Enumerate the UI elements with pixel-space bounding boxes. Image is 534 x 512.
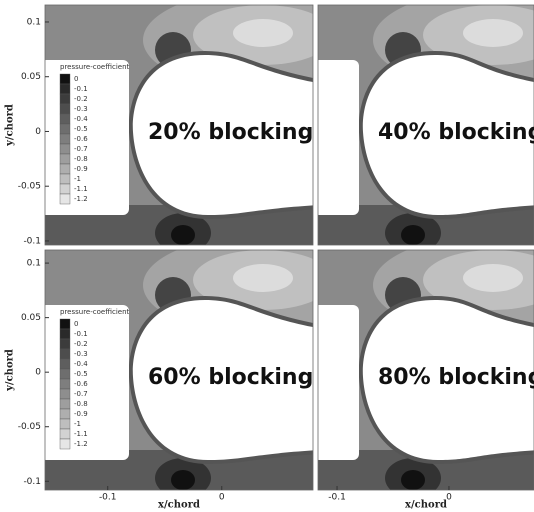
legend-label: -1 <box>74 420 81 428</box>
contour-band <box>463 19 523 47</box>
legend-label: -0.6 <box>74 135 88 143</box>
legend-swatch <box>60 369 70 379</box>
legend-swatch <box>60 319 70 329</box>
y-tick-label: -0.1 <box>23 477 41 487</box>
legend-label: -0.5 <box>74 370 88 378</box>
legend-label: -0.9 <box>74 165 88 173</box>
legend-swatch <box>60 134 70 144</box>
legend-swatch <box>60 329 70 339</box>
legend-label: -0.7 <box>74 390 88 398</box>
legend-swatch <box>60 349 70 359</box>
annotation: 80% blocking <box>378 365 534 390</box>
y-tick-label: 0.1 <box>27 17 41 27</box>
legend-swatch <box>60 399 70 409</box>
legend-label: -0.8 <box>74 400 88 408</box>
legend-label: -1 <box>74 175 81 183</box>
x-tick-label: 0 <box>219 493 225 503</box>
legend-label: -0.3 <box>74 350 88 358</box>
legend-swatch <box>60 124 70 134</box>
legend-label: -0.9 <box>74 410 88 418</box>
legend-label: -0.6 <box>74 380 88 388</box>
y-axis-label: y/chord <box>5 349 16 392</box>
y-tick-label: 0.05 <box>21 72 41 82</box>
y-tick-label: -0.05 <box>18 422 41 432</box>
y-tick-label: 0 <box>35 127 41 137</box>
legend-swatch <box>60 104 70 114</box>
legend-swatch <box>60 94 70 104</box>
legend-label: -0.8 <box>74 155 88 163</box>
y-tick-label: -0.1 <box>23 236 41 246</box>
legend-swatch <box>60 379 70 389</box>
legend-swatch <box>60 164 70 174</box>
wall-block <box>313 305 359 460</box>
legend-label: 0 <box>74 75 78 83</box>
legend-label: -0.1 <box>74 85 88 93</box>
legend-swatch <box>60 154 70 164</box>
legend-title: pressure-coefficient <box>60 63 130 71</box>
legend-swatch <box>60 389 70 399</box>
annotation: 40% blocking <box>378 120 534 145</box>
legend-label: -0.2 <box>74 340 88 348</box>
legend-title: pressure-coefficient <box>60 308 130 316</box>
contour-band <box>233 19 293 47</box>
y-tick-label: 0 <box>35 368 41 378</box>
legend-swatch <box>60 74 70 84</box>
legend-label: 0 <box>74 320 78 328</box>
legend-label: -1.1 <box>74 185 88 193</box>
legend-label: -0.1 <box>74 330 88 338</box>
legend-swatch <box>60 194 70 204</box>
legend-label: -1.1 <box>74 430 88 438</box>
x-tick-label: -0.1 <box>99 493 117 503</box>
legend-label: -0.3 <box>74 105 88 113</box>
legend-swatch <box>60 114 70 124</box>
annotation: 60% blocking <box>148 365 313 390</box>
x-tick-label: -0.1 <box>328 493 346 503</box>
legend-label: -0.4 <box>74 360 88 368</box>
contour-band <box>401 470 425 490</box>
y-tick-label: -0.05 <box>18 182 41 192</box>
x-axis-label: x/chord <box>405 500 447 511</box>
legend-swatch <box>60 429 70 439</box>
legend-label: -1.2 <box>74 440 88 448</box>
legend-swatch <box>60 359 70 369</box>
y-axis-label: y/chord <box>5 104 16 147</box>
contour-band <box>171 225 195 245</box>
legend-swatch <box>60 409 70 419</box>
legend-swatch <box>60 174 70 184</box>
legend-swatch <box>60 339 70 349</box>
legend-label: -0.7 <box>74 145 88 153</box>
legend-swatch <box>60 184 70 194</box>
contour-band <box>233 264 293 292</box>
contour-band <box>463 264 523 292</box>
legend-label: -0.2 <box>74 95 88 103</box>
legend-label: -1.2 <box>74 195 88 203</box>
legend-label: -0.5 <box>74 125 88 133</box>
x-axis-label: x/chord <box>158 500 200 511</box>
figure: 20% blocking -0.1 -0.05 0 0.05 0.1 y/chord pres… <box>0 0 534 512</box>
wall-block <box>313 60 359 215</box>
y-tick-label: 0.05 <box>21 313 41 323</box>
legend-swatch <box>60 419 70 429</box>
legend-swatch <box>60 84 70 94</box>
legend-swatch <box>60 144 70 154</box>
legend-label: -0.4 <box>74 115 88 123</box>
x-tick-label: 0 <box>446 493 452 503</box>
annotation: 20% blocking <box>148 120 313 145</box>
contour-band <box>171 470 195 490</box>
legend-swatch <box>60 439 70 449</box>
y-tick-label: 0.1 <box>27 259 41 269</box>
contour-band <box>401 225 425 245</box>
